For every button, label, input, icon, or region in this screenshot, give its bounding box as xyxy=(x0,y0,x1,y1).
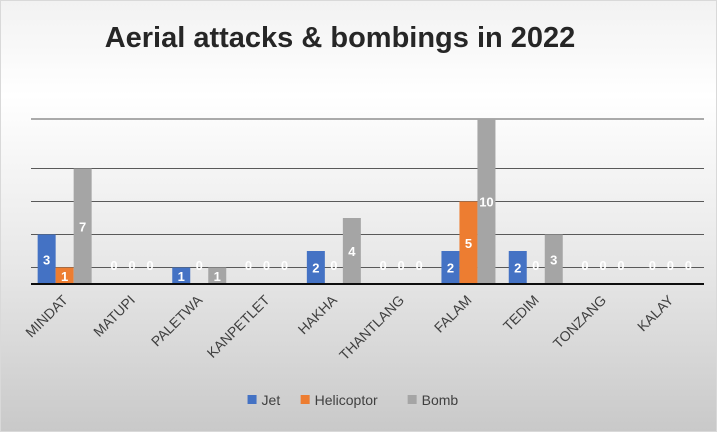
bar-falam-bomb xyxy=(477,119,496,284)
data-label-tonzang-bomb: 0 xyxy=(617,258,624,273)
data-label-kanpetlet-helicoptor: 0 xyxy=(263,258,270,273)
bar-falam-jet xyxy=(441,251,460,284)
data-label-falam-helicoptor: 5 xyxy=(465,236,472,251)
data-label-matupi-bomb: 0 xyxy=(146,258,153,273)
legend-swatch-helicoptor xyxy=(300,395,310,404)
bar-paletwa-bomb xyxy=(208,267,227,284)
bar-hakha-jet xyxy=(306,251,325,284)
bar-mindat-jet xyxy=(37,234,56,284)
legend: Jet Helicoptor Bomb xyxy=(247,392,459,408)
legend-swatch-jet xyxy=(247,395,257,404)
data-label-kanpetlet-jet: 0 xyxy=(245,258,252,273)
category-label-falam: FALAM xyxy=(431,292,475,336)
bar-paletwa-jet xyxy=(172,267,191,284)
category-label-kanpetlet: KANPETLET xyxy=(204,292,273,361)
bar-hakha-bomb xyxy=(342,218,361,284)
data-label-paletwa-helicoptor: 0 xyxy=(196,258,203,273)
bar-falam-helicoptor xyxy=(459,201,478,284)
bar-mindat-helicoptor xyxy=(55,267,74,284)
legend-label-jet: Jet xyxy=(262,392,281,408)
data-label-hakha-bomb: 4 xyxy=(348,244,356,259)
gridlines xyxy=(31,118,704,268)
data-label-falam-bomb: 10 xyxy=(479,195,493,210)
data-label-kalay-jet: 0 xyxy=(649,258,656,273)
category-label-kalay: KALAY xyxy=(634,291,677,334)
data-label-tonzang-helicoptor: 0 xyxy=(599,258,606,273)
data-label-hakha-helicoptor: 0 xyxy=(330,258,337,273)
data-label-thantlang-bomb: 0 xyxy=(416,258,423,273)
data-label-mindat-helicoptor: 1 xyxy=(61,269,68,284)
bar-mindat-bomb xyxy=(73,168,92,284)
data-label-tonzang-jet: 0 xyxy=(581,258,588,273)
data-label-thantlang-helicoptor: 0 xyxy=(398,258,405,273)
bar-tedim-bomb xyxy=(544,234,563,284)
data-label-mindat-jet: 3 xyxy=(43,252,50,267)
category-label-tonzang: TONZANG xyxy=(550,292,610,352)
category-label-tedim: TEDIM xyxy=(500,292,542,334)
category-label-hakha: HAKHA xyxy=(295,291,341,337)
data-label-kalay-bomb: 0 xyxy=(685,258,692,273)
legend-label-bomb: Bomb xyxy=(422,392,459,408)
data-label-tedim-jet: 2 xyxy=(514,261,521,276)
chart-title: Aerial attacks & bombings in 2022 xyxy=(105,22,576,54)
data-label-kanpetlet-bomb: 0 xyxy=(281,258,288,273)
data-label-hakha-jet: 2 xyxy=(312,261,319,276)
data-label-mindat-bomb: 7 xyxy=(79,219,86,234)
bar-tedim-jet xyxy=(508,251,527,284)
category-label-thantlang: THANTLANG xyxy=(336,292,407,363)
data-label-paletwa-jet: 1 xyxy=(178,269,185,284)
legend-swatch-bomb xyxy=(407,395,417,404)
data-label-tedim-bomb: 3 xyxy=(550,252,557,267)
category-label-matupi: MATUPI xyxy=(90,292,138,340)
data-label-falam-jet: 2 xyxy=(447,261,454,276)
data-label-kalay-helicoptor: 0 xyxy=(667,258,674,273)
data-label-paletwa-bomb: 1 xyxy=(214,269,221,284)
data-label-matupi-jet: 0 xyxy=(110,258,117,273)
data-label-tedim-helicoptor: 0 xyxy=(532,258,539,273)
data-label-thantlang-jet: 0 xyxy=(380,258,387,273)
legend-label-helicoptor: Helicoptor xyxy=(315,392,378,408)
category-label-paletwa: PALETWA xyxy=(148,291,206,349)
data-label-matupi-helicoptor: 0 xyxy=(128,258,135,273)
category-label-mindat: MINDAT xyxy=(22,291,71,340)
bars xyxy=(37,119,563,284)
